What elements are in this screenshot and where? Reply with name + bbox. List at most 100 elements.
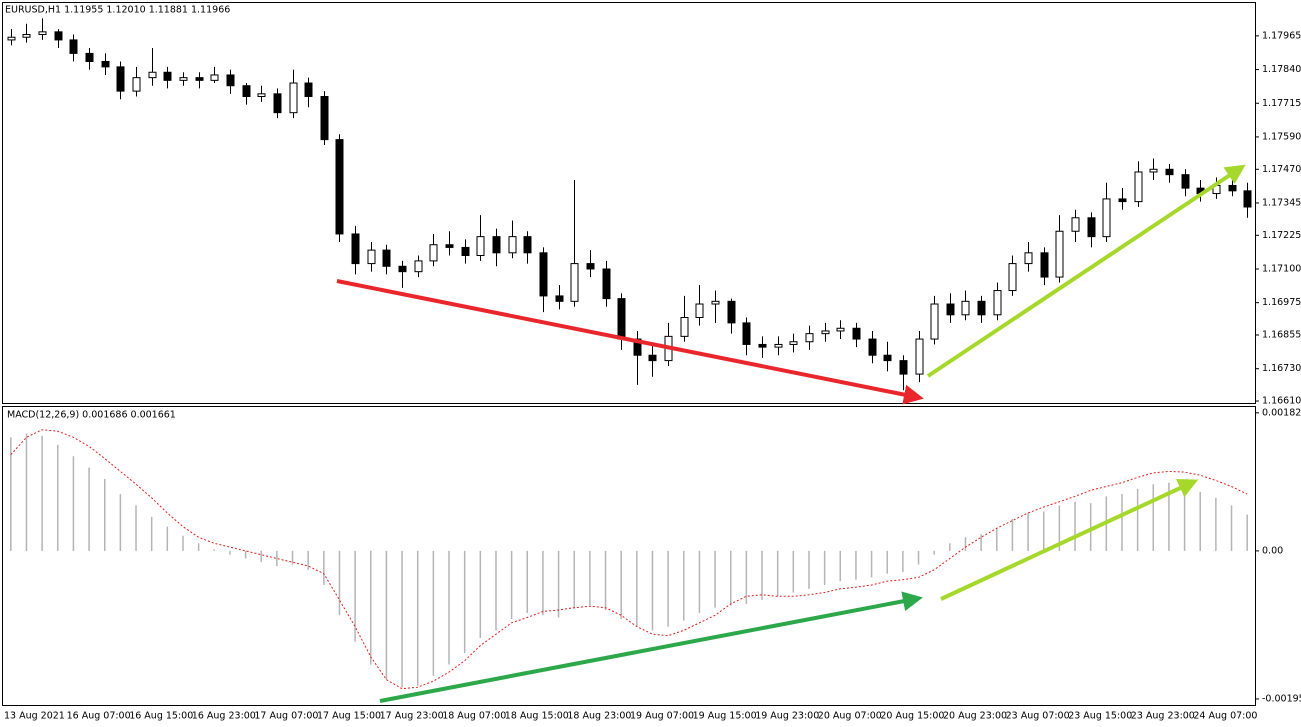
candle-body: [868, 338, 877, 356]
candle-body: [257, 93, 266, 98]
x-tick-label: 13 Aug 2021: [4, 711, 65, 722]
candle-body: [1024, 252, 1033, 265]
trend-arrow: [926, 164, 1246, 378]
candle-body: [836, 327, 845, 332]
macd-title: MACD(12,26,9) 0.001686 0.001661: [7, 410, 176, 421]
macd-panel: [2, 406, 1256, 706]
x-tick-label: 18 Aug 07:00: [442, 711, 506, 722]
x-tick-label: 16 Aug 07:00: [67, 711, 131, 722]
candle-body: [163, 71, 172, 81]
x-tick-label: 17 Aug 15:00: [317, 711, 381, 722]
candle-body: [539, 252, 548, 297]
candle-body: [1071, 217, 1080, 232]
candle-body: [461, 246, 470, 257]
candle-body: [335, 139, 344, 235]
candle-body: [179, 77, 188, 81]
x-tick-label: 24 Aug 07:00: [1193, 711, 1257, 722]
candle-body: [1149, 168, 1158, 173]
candle-body: [915, 338, 924, 375]
y-tick-label: 1.17225: [1262, 230, 1301, 241]
trend-arrow: [379, 591, 923, 703]
x-tick-label: 19 Aug 23:00: [755, 711, 819, 722]
x-tick-label: 23 Aug 07:00: [1006, 711, 1070, 722]
candle-body: [680, 316, 689, 337]
candle-body: [883, 354, 892, 362]
candle-body: [508, 236, 517, 254]
candle-body: [69, 39, 78, 54]
candle-body: [414, 260, 423, 273]
candle-body: [586, 263, 595, 270]
candle-body: [38, 31, 47, 36]
candle-body: [210, 74, 219, 81]
candle-body: [805, 333, 814, 343]
candle-body: [633, 338, 642, 356]
candle-body: [1228, 184, 1237, 192]
candle-body: [1165, 168, 1174, 176]
x-tick-label: 17 Aug 23:00: [380, 711, 444, 722]
candle-body: [821, 330, 830, 335]
candle-body: [617, 298, 626, 340]
candle-body: [54, 31, 63, 41]
candle-body: [226, 74, 235, 87]
y-tick-label: 1.16975: [1262, 297, 1301, 308]
candle-body: [1243, 190, 1252, 208]
trend-arrow: [940, 478, 1199, 601]
candle-body: [1087, 217, 1096, 238]
candle-body: [7, 36, 16, 41]
candle-body: [195, 77, 204, 81]
candle-body: [1181, 174, 1190, 189]
candle-body: [1118, 198, 1127, 203]
candle-body: [1102, 198, 1111, 238]
candle-body: [85, 52, 94, 62]
y-tick-label: 1.17715: [1262, 98, 1301, 109]
candle-body: [320, 96, 329, 141]
candle-body: [445, 244, 454, 248]
y-tick-label: 1.17470: [1262, 164, 1301, 175]
price-panel: [2, 2, 1256, 404]
candle-body: [132, 77, 141, 92]
y-tick-label: 1.17100: [1262, 263, 1301, 274]
x-tick-label: 18 Aug 23:00: [567, 711, 631, 722]
y-tick-label: -0.001955: [1262, 693, 1301, 704]
candle-body: [789, 341, 798, 345]
x-tick-label: 23 Aug 15:00: [1068, 711, 1132, 722]
candle-body: [758, 343, 767, 348]
candle-body: [1040, 252, 1049, 278]
candle-body: [993, 290, 1002, 316]
candle-body: [273, 93, 282, 114]
candle-body: [727, 300, 736, 324]
candle-body: [648, 354, 657, 362]
candle-body: [116, 66, 125, 92]
plot: [7, 18, 1259, 700]
candle-body: [148, 71, 157, 79]
y-tick-label: 1.17965: [1262, 30, 1301, 41]
candle-body: [1008, 263, 1017, 292]
candle-body: [977, 300, 986, 316]
candle-body: [742, 322, 751, 345]
candle-body: [602, 268, 611, 300]
y-tick-label: 1.16610: [1262, 396, 1301, 407]
candle-body: [570, 263, 579, 302]
y-tick-label: 1.17345: [1262, 197, 1301, 208]
trend-arrow: [336, 279, 924, 405]
candle-body: [492, 236, 501, 254]
candle-body: [382, 249, 391, 267]
x-tick-label: 20 Aug 07:00: [818, 711, 882, 722]
candle-body: [711, 300, 720, 305]
candle-body: [22, 34, 31, 38]
y-tick-label: 0.001823: [1262, 407, 1301, 418]
y-tick-label: 1.16730: [1262, 363, 1301, 374]
candle-body: [899, 360, 908, 375]
candle-body: [476, 236, 485, 257]
x-tick-label: 19 Aug 15:00: [693, 711, 757, 722]
x-tick-label: 19 Aug 07:00: [630, 711, 694, 722]
candle-body: [398, 265, 407, 273]
x-tick-label: 17 Aug 07:00: [254, 711, 318, 722]
signal-line: [10, 429, 1248, 690]
candle-body: [304, 82, 313, 98]
price-title: EURUSD,H1 1.11955 1.12010 1.11881 1.1196…: [5, 5, 230, 16]
candle-body: [774, 343, 783, 348]
x-tick-label: 20 Aug 23:00: [943, 711, 1007, 722]
y-tick-label: 1.17840: [1262, 64, 1301, 75]
